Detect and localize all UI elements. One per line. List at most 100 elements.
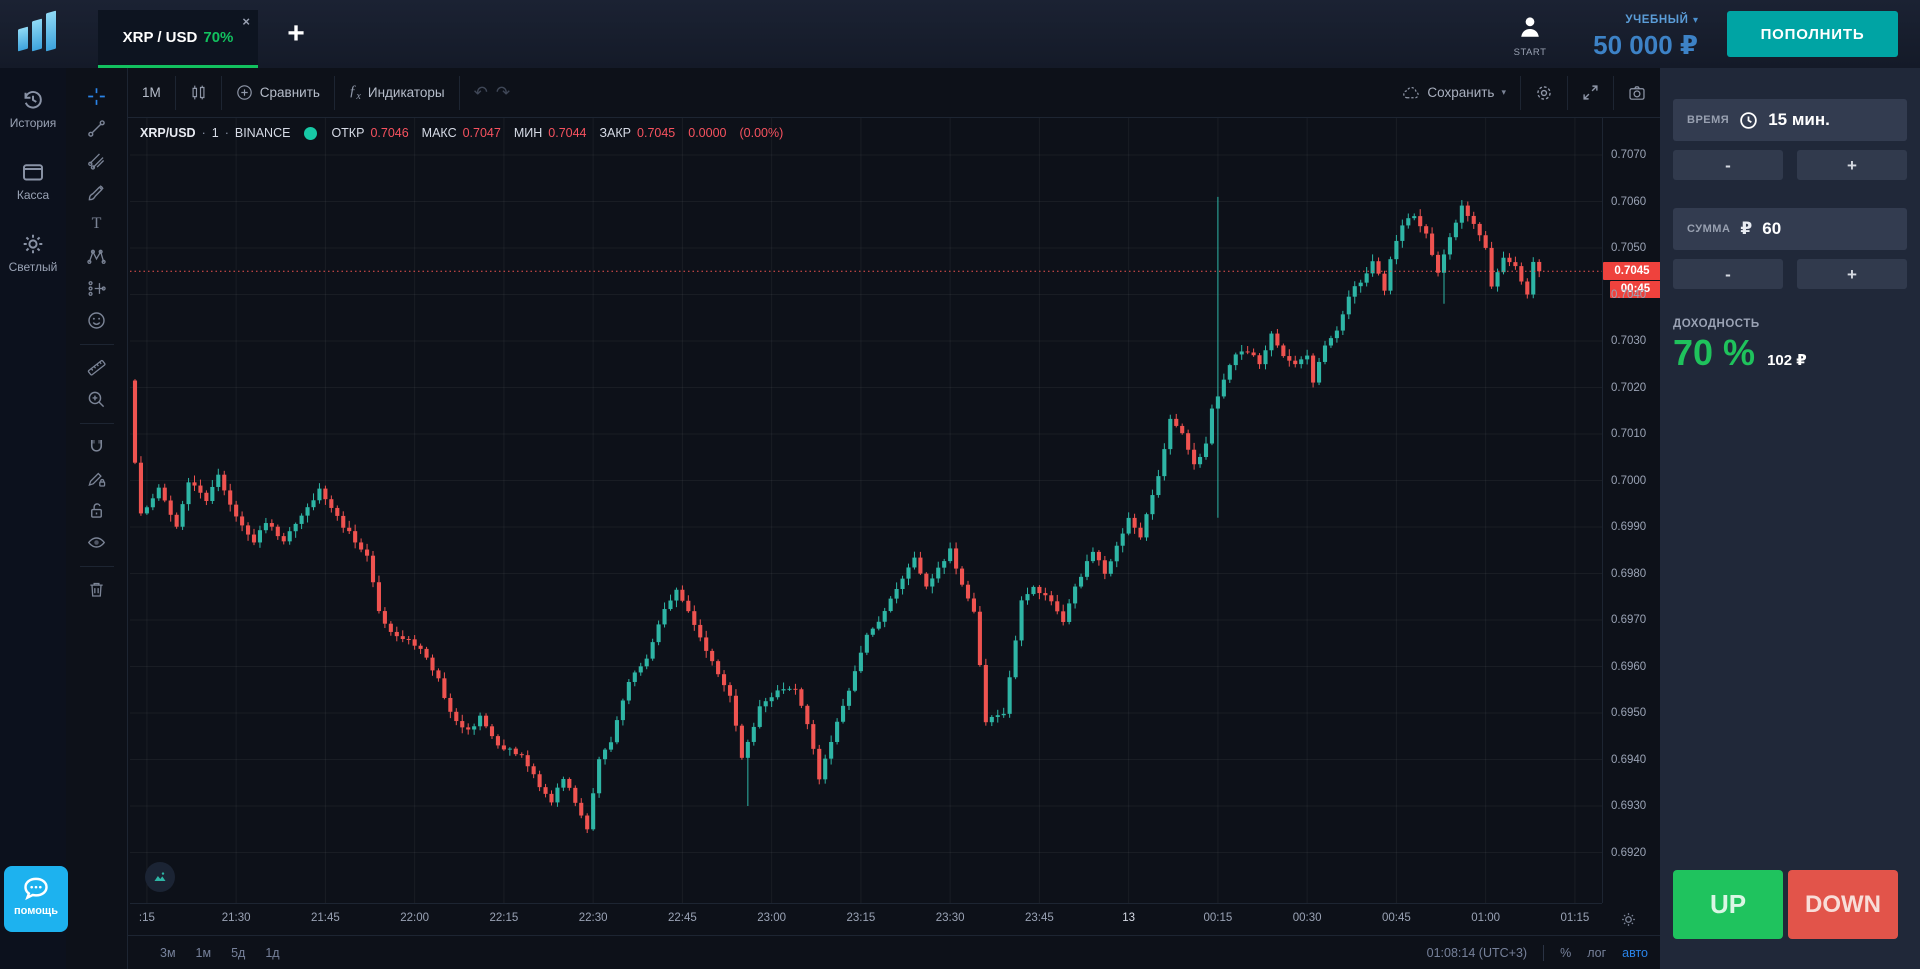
cloud-icon: [1403, 86, 1420, 98]
down-button[interactable]: DOWN: [1788, 870, 1898, 939]
price-tick: 0.7050: [1611, 242, 1647, 254]
ruler-tool[interactable]: [80, 352, 114, 382]
pitchfork-tool[interactable]: [80, 145, 114, 175]
fx-icon: ƒx: [348, 83, 361, 102]
chat-icon: [24, 877, 48, 901]
sidebar-item-history[interactable]: История: [0, 76, 66, 140]
emoji-tool[interactable]: [80, 305, 114, 335]
chart-style-button[interactable]: [176, 76, 221, 110]
time-increase-button[interactable]: +: [1797, 150, 1907, 180]
user-icon: [1508, 14, 1552, 42]
unlock-tool[interactable]: [80, 495, 114, 525]
chart-settings-button[interactable]: [1521, 76, 1567, 110]
chart-legend[interactable]: XRP/USD · 1 · BINANCE ОТКР 0.7046 МАКС 0.7…: [140, 126, 784, 140]
range-1d-button[interactable]: 1д: [265, 945, 280, 960]
fullscreen-button[interactable]: [1568, 76, 1613, 110]
chevron-down-icon: ▾: [1501, 87, 1506, 97]
up-button[interactable]: UP: [1673, 870, 1783, 939]
percent-scale-button[interactable]: %: [1560, 945, 1572, 960]
legend-change-pct: (0.00%): [739, 126, 784, 140]
amount-field[interactable]: СУММА ₽ 60: [1673, 208, 1907, 250]
time-tick: 22:30: [578, 912, 608, 924]
zoom-in-tool[interactable]: [80, 384, 114, 414]
log-scale-button[interactable]: лог: [1587, 945, 1607, 960]
sidebar-item-theme[interactable]: Светлый: [0, 220, 66, 284]
axis-settings-sun-icon[interactable]: [1620, 911, 1637, 929]
tab-close-icon[interactable]: ×: [242, 14, 250, 29]
drawing-mode-lock-tool[interactable]: [80, 463, 114, 493]
gear-icon: [1537, 85, 1551, 100]
legend-interval: 1: [211, 126, 219, 140]
candlestick-chart[interactable]: [130, 118, 1602, 903]
indicators-button[interactable]: ƒx Индикаторы: [348, 83, 445, 102]
price-tick: 0.6980: [1611, 567, 1647, 580]
account-selector[interactable]: УЧЕБНЫЙ ▾ 50 000 ₽: [1568, 10, 1698, 61]
time-decrease-button[interactable]: -: [1673, 150, 1783, 180]
redo-button[interactable]: ↷: [495, 82, 511, 102]
range-3m-button[interactable]: 3м: [160, 945, 176, 960]
price-tick: 0.6940: [1611, 753, 1647, 766]
range-1m-button[interactable]: 1м: [195, 945, 212, 960]
payout-percent: 70 %: [1673, 332, 1756, 373]
price-tick: 0.6920: [1611, 846, 1647, 859]
hide-drawings-eye-tool[interactable]: [80, 527, 114, 557]
help-button[interactable]: помощь: [4, 866, 68, 932]
price-tick: 0.6930: [1611, 800, 1647, 812]
xabcd-pattern-tool[interactable]: [80, 241, 114, 271]
amount-increase-button[interactable]: +: [1797, 259, 1907, 289]
legend-close: 0.7045: [637, 126, 676, 140]
chart-toolbar: 1М Сравнить ƒx Индикаторы ↶ ↷ Сохранит: [128, 68, 1660, 118]
app-logo-icon[interactable]: [16, 10, 60, 56]
sidebar-item-label: История: [9, 116, 57, 130]
time-tick: 22:00: [400, 912, 430, 924]
remove-drawings-trash-tool[interactable]: [80, 574, 114, 604]
time-tick: 21:45: [311, 912, 340, 924]
trend-line-tool[interactable]: [80, 113, 114, 143]
price-tick: 0.7020: [1611, 381, 1647, 394]
forecast-tool[interactable]: [80, 273, 114, 303]
time-axis[interactable]: :15 21:30 21:45 22:00 22:15 22:30 22:45 23:00 23…: [130, 903, 1602, 935]
price-tick: 0.7030: [1611, 335, 1647, 347]
screenshot-button[interactable]: [1614, 76, 1660, 110]
auto-scale-button[interactable]: авто: [1622, 945, 1648, 960]
current-price-tag: 0.7045: [1603, 262, 1660, 281]
asset-tab-xrp-usd[interactable]: XRP / USD 70% ×: [98, 10, 258, 68]
time-tick: 00:30: [1292, 912, 1322, 924]
time-tick: 23:45: [1025, 912, 1054, 924]
legend-symbol: XRP/USD: [140, 126, 196, 140]
text-tool[interactable]: T: [91, 215, 102, 232]
price-axis[interactable]: 0.7045 00:45 0.7070 0.7060 0.7050 0.7040 0.7…: [1602, 118, 1660, 903]
crosshair-tool[interactable]: [80, 81, 114, 111]
compare-button[interactable]: Сравнить: [222, 76, 334, 110]
add-tab-button[interactable]: +: [287, 17, 305, 50]
chart-status-bar: 3м 1м 5д 1д 01:08:14 (UTC+3) % лог авто: [128, 935, 1660, 969]
user-menu[interactable]: START: [1508, 14, 1552, 60]
chart-background-button[interactable]: [145, 862, 175, 892]
payout-amount: 102 ₽: [1767, 352, 1807, 369]
sidebar-item-cashier[interactable]: Касса: [0, 148, 66, 212]
account-type: УЧЕБНЫЙ: [1625, 14, 1689, 26]
price-tick: 0.6970: [1611, 614, 1647, 626]
time-tick: 00:15: [1203, 912, 1233, 924]
undo-button[interactable]: ↶: [473, 82, 488, 102]
deposit-button[interactable]: ПОПОЛНИТЬ: [1727, 11, 1898, 57]
magnet-tool[interactable]: [80, 431, 114, 461]
tab-symbol: XRP / USD: [122, 29, 198, 46]
market-status-dot-icon: [304, 126, 318, 140]
range-5d-button[interactable]: 5д: [231, 945, 246, 960]
drawing-tools-column: T: [66, 68, 128, 969]
time-field[interactable]: ВРЕМЯ 15 мин.: [1673, 99, 1907, 141]
brush-tool[interactable]: [80, 177, 114, 207]
save-layout-button[interactable]: Сохранить ▾: [1388, 76, 1520, 110]
price-tick: 0.6990: [1611, 521, 1647, 533]
interval-button[interactable]: 1М: [142, 85, 161, 100]
clock-utc[interactable]: 01:08:14 (UTC+3): [1426, 945, 1528, 960]
time-tick: 23:15: [846, 912, 876, 924]
amount-decrease-button[interactable]: -: [1673, 259, 1783, 289]
help-label: помощь: [14, 905, 58, 917]
light-theme-icon: [23, 234, 43, 254]
chart-area: T: [66, 68, 1660, 969]
candles-icon: [192, 85, 205, 100]
legend-high: 0.7047: [462, 126, 501, 140]
